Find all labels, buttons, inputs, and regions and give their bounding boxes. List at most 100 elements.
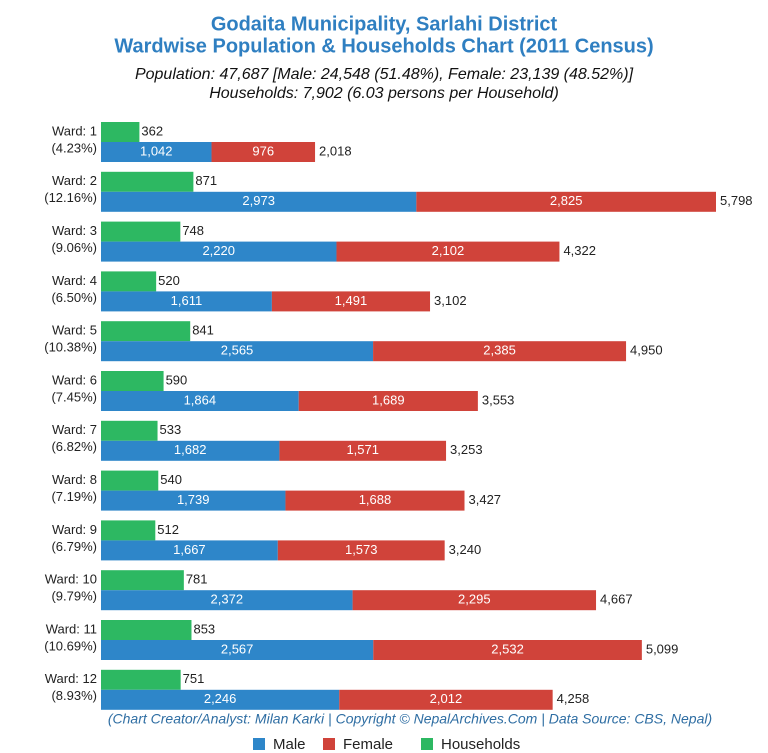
bar: [339, 689, 553, 710]
bar: [101, 640, 374, 660]
bar: [101, 540, 278, 561]
bar: [101, 221, 181, 242]
data-label: 2,565: [221, 343, 254, 358]
y-tick-sublabel: (6.79%): [51, 539, 97, 554]
data-label: 2,973: [242, 193, 275, 208]
bar: [271, 291, 431, 312]
bar: [101, 241, 337, 262]
y-tick-sublabel: (8.93%): [51, 688, 97, 703]
bar: [101, 122, 140, 142]
chart-title: Godaita Municipality, Sarlahi District: [211, 13, 558, 35]
total-label: 3,253: [450, 442, 483, 457]
data-label: 1,688: [359, 492, 392, 507]
total-label: 4,322: [563, 243, 596, 258]
total-label: 5,798: [720, 193, 753, 208]
bar: [336, 241, 560, 262]
data-label: 2,385: [483, 343, 516, 358]
bar: [101, 341, 374, 362]
y-tick-sublabel: (6.50%): [51, 290, 97, 305]
total-label: 2,018: [319, 143, 352, 158]
legend-swatch: [253, 738, 265, 750]
data-label: 841: [192, 323, 214, 338]
bar: [101, 620, 192, 640]
y-tick-label: Ward: 3: [52, 223, 97, 238]
bar: [298, 391, 478, 411]
y-tick-sublabel: (10.69%): [44, 638, 97, 653]
y-tick-sublabel: (10.38%): [44, 340, 97, 355]
y-tick-label: Ward: 8: [52, 472, 97, 487]
bar: [101, 440, 280, 461]
data-label: 976: [252, 143, 274, 158]
y-tick-sublabel: (9.79%): [51, 589, 97, 604]
data-label: 512: [157, 522, 179, 537]
bar: [101, 391, 299, 411]
data-label: 1,864: [184, 392, 217, 407]
y-tick-sublabel: (9.06%): [51, 240, 97, 255]
data-label: 362: [141, 123, 163, 138]
bar: [101, 291, 272, 312]
bar: [101, 520, 156, 541]
data-label: 1,689: [372, 392, 405, 407]
data-label: 540: [160, 472, 182, 487]
data-label: 871: [195, 173, 217, 188]
data-label: 751: [183, 671, 205, 686]
bar: [101, 321, 191, 342]
y-tick-label: Ward: 7: [52, 422, 97, 437]
y-tick-label: Ward: 2: [52, 173, 97, 188]
data-label: 1,571: [346, 442, 379, 457]
bar: [101, 689, 340, 710]
chart-title: Wardwise Population & Households Chart (…: [114, 35, 653, 57]
legend-swatch: [323, 738, 335, 750]
bar: [101, 490, 286, 511]
bar: [285, 490, 465, 511]
data-label: 2,246: [204, 691, 237, 706]
data-label: 1,667: [173, 542, 206, 557]
total-label: 4,667: [600, 592, 633, 607]
data-label: 1,573: [345, 542, 378, 557]
data-label: 1,611: [171, 293, 203, 308]
legend-swatch: [421, 738, 433, 750]
bar: [101, 590, 353, 611]
y-tick-label: Ward: 11: [46, 621, 97, 636]
chart-subtitle: Population: 47,687 [Male: 24,548 (51.48%…: [135, 66, 634, 83]
bar: [101, 470, 159, 491]
y-tick-label: Ward: 9: [52, 522, 97, 537]
total-label: 3,553: [482, 392, 515, 407]
data-label: 1,491: [335, 293, 368, 308]
data-label: 2,102: [432, 243, 465, 258]
data-label: 1,739: [177, 492, 210, 507]
bar: [101, 371, 164, 391]
bar: [373, 341, 627, 362]
data-label: 2,220: [202, 243, 235, 258]
bar: [101, 271, 157, 292]
chart-subtitle: Households: 7,902 (6.03 persons per Hous…: [209, 85, 559, 102]
y-tick-label: Ward: 6: [52, 372, 97, 387]
total-label: 3,102: [434, 293, 467, 308]
legend-label: Male: [273, 736, 306, 753]
y-tick-label: Ward: 10: [45, 572, 97, 587]
data-label: 1,682: [174, 442, 207, 457]
bar: [279, 440, 447, 461]
footer: (Chart Creator/Analyst: Milan Karki | Co…: [108, 711, 712, 727]
total-label: 3,240: [449, 542, 482, 557]
data-label: 2,567: [221, 641, 254, 656]
bar: [101, 669, 181, 690]
data-label: 590: [166, 372, 188, 387]
data-label: 748: [182, 223, 204, 238]
data-label: 533: [160, 422, 182, 437]
data-label: 2,372: [211, 592, 244, 607]
y-tick-label: Ward: 1: [52, 123, 97, 138]
bar: [416, 191, 716, 212]
bar: [373, 640, 642, 660]
data-label: 2,532: [491, 641, 524, 656]
y-tick-sublabel: (4.23%): [51, 140, 97, 155]
bar: [101, 420, 158, 441]
data-label: 853: [193, 621, 215, 636]
y-tick-label: Ward: 4: [52, 273, 97, 288]
data-label: 2,295: [458, 592, 491, 607]
y-tick-label: Ward: 12: [45, 671, 97, 686]
data-label: 781: [186, 572, 208, 587]
data-label: 520: [158, 273, 180, 288]
data-label: 1,042: [140, 143, 173, 158]
